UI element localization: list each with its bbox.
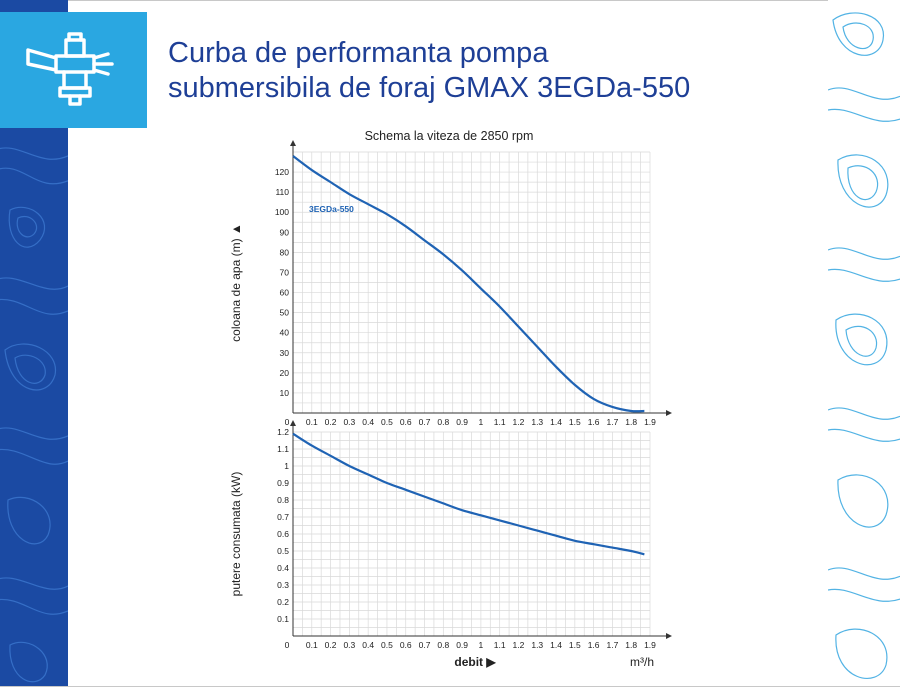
head-x-tick-label: 1.6 xyxy=(588,417,600,427)
power-x-tick-label: 1.2 xyxy=(513,640,525,650)
head-x-tick-label: 1.5 xyxy=(569,417,581,427)
head-y-tick-label: 110 xyxy=(275,187,289,197)
head-y-tick-label: 120 xyxy=(275,167,289,177)
head-x-tick-label: 1.3 xyxy=(531,417,543,427)
head-x-tick-label: 0.3 xyxy=(343,417,355,427)
power-y-tick-label: 0.8 xyxy=(277,495,289,505)
head-y-tick-label: 40 xyxy=(280,328,290,338)
page-title: Curba de performanta pompa submersibila … xyxy=(168,36,808,106)
head-curve-line xyxy=(292,155,645,413)
head-x-tick-label: 0.5 xyxy=(381,417,393,427)
power-curve-line xyxy=(292,432,645,556)
power-x-tick-label: 1.9 xyxy=(644,640,656,650)
submersible-pump-icon xyxy=(26,32,114,106)
head-x-tick-label: 1.8 xyxy=(625,417,637,427)
power-x-tick-label: 0.7 xyxy=(419,640,431,650)
page-title-line-1: Curba de performanta pompa xyxy=(168,37,549,69)
power-x-tick-label: 1.7 xyxy=(607,640,619,650)
power-y-tick-label: 0.5 xyxy=(277,546,289,556)
power-x-tick-label: 0.2 xyxy=(325,640,337,650)
head-y-tick-label: 30 xyxy=(280,348,290,358)
power-x-tick-label: 1.8 xyxy=(625,640,637,650)
power-x-tick-label: 0.4 xyxy=(362,640,374,650)
power-y-tick-label: 0.3 xyxy=(277,580,289,590)
head-series-label: 3EGDa-550 xyxy=(309,204,354,214)
chart-title: Schema la viteza de 2850 rpm xyxy=(365,129,534,143)
head-y-tick-label: 50 xyxy=(280,308,290,318)
head-x-tick-label: 1.2 xyxy=(513,417,525,427)
right-decorative-band xyxy=(828,0,900,687)
power-x-tick-label: 0.9 xyxy=(456,640,468,650)
head-x-tick-label: 1.9 xyxy=(644,417,656,427)
power-y-tick-label: 0.1 xyxy=(277,614,289,624)
head-x-tick-label: 0.8 xyxy=(437,417,449,427)
head-x-tick-label: 0.7 xyxy=(419,417,431,427)
x-axis-label: debit ▶ xyxy=(454,655,496,669)
power-x-tick-label: 1 xyxy=(479,640,484,650)
page-title-line-2: submersibila de foraj GMAX 3EGDa-550 xyxy=(168,72,691,104)
power-y-tick-label: 0.9 xyxy=(277,478,289,488)
head-y-tick-label: 70 xyxy=(280,267,290,277)
topographic-pattern-right xyxy=(828,12,900,679)
power-x-tick-label: 1.3 xyxy=(531,640,543,650)
frame-top-border xyxy=(0,0,900,1)
power-y-axis-label: putere consumata (kW) xyxy=(229,472,243,597)
power-y-tick-label: 0.7 xyxy=(277,512,289,522)
power-x-arrow xyxy=(666,633,672,639)
head-x-tick-label: 1.4 xyxy=(550,417,562,427)
power-x-tick-label: 1.4 xyxy=(550,640,562,650)
power-y-tick-label: 1.2 xyxy=(277,427,289,437)
head-x-tick-label: 0.9 xyxy=(456,417,468,427)
power-y-tick-label: 1 xyxy=(284,461,289,471)
head-x-tick-label: 0.1 xyxy=(306,417,318,427)
power-x-tick-label: 0.5 xyxy=(381,640,393,650)
head-y-arrow xyxy=(290,140,296,146)
power-x-tick-label: 1.5 xyxy=(569,640,581,650)
head-x-tick-label: 0.4 xyxy=(362,417,374,427)
head-x-arrow xyxy=(666,410,672,416)
power-x-tick-label: 0.1 xyxy=(306,640,318,650)
power-y-tick-label: 0.2 xyxy=(277,597,289,607)
head-x-tick-label: 1.1 xyxy=(494,417,506,427)
head-y-tick-label: 80 xyxy=(280,247,290,257)
head-y-axis-label: coloana de apa (m) ▲ xyxy=(229,223,243,342)
power-y-arrow xyxy=(290,420,296,426)
head-y-tick-label: 20 xyxy=(280,368,290,378)
power-x-tick-label: 1.1 xyxy=(494,640,506,650)
power-x-tick-label: 0 xyxy=(285,640,290,650)
head-y-tick-label: 60 xyxy=(280,288,290,298)
power-y-tick-label: 0.4 xyxy=(277,563,289,573)
power-x-tick-label: 0.3 xyxy=(343,640,355,650)
head-x-tick-label: 0.6 xyxy=(400,417,412,427)
topographic-pattern-left xyxy=(0,147,68,683)
power-y-tick-label: 0.6 xyxy=(277,529,289,539)
x-axis-unit: m³/h xyxy=(630,655,654,669)
head-y-tick-label: 100 xyxy=(275,207,289,217)
head-x-tick-label: 1 xyxy=(479,417,484,427)
head-x-tick-label: 0 xyxy=(285,417,290,427)
power-x-tick-label: 1.6 xyxy=(588,640,600,650)
power-x-tick-label: 0.6 xyxy=(400,640,412,650)
head-y-tick-label: 10 xyxy=(280,388,290,398)
head-x-tick-label: 1.7 xyxy=(607,417,619,427)
head-y-tick-label: 90 xyxy=(280,227,290,237)
power-y-tick-label: 1.1 xyxy=(277,444,289,454)
power-x-tick-label: 0.8 xyxy=(437,640,449,650)
head-x-tick-label: 0.2 xyxy=(325,417,337,427)
logo-box xyxy=(0,12,147,128)
